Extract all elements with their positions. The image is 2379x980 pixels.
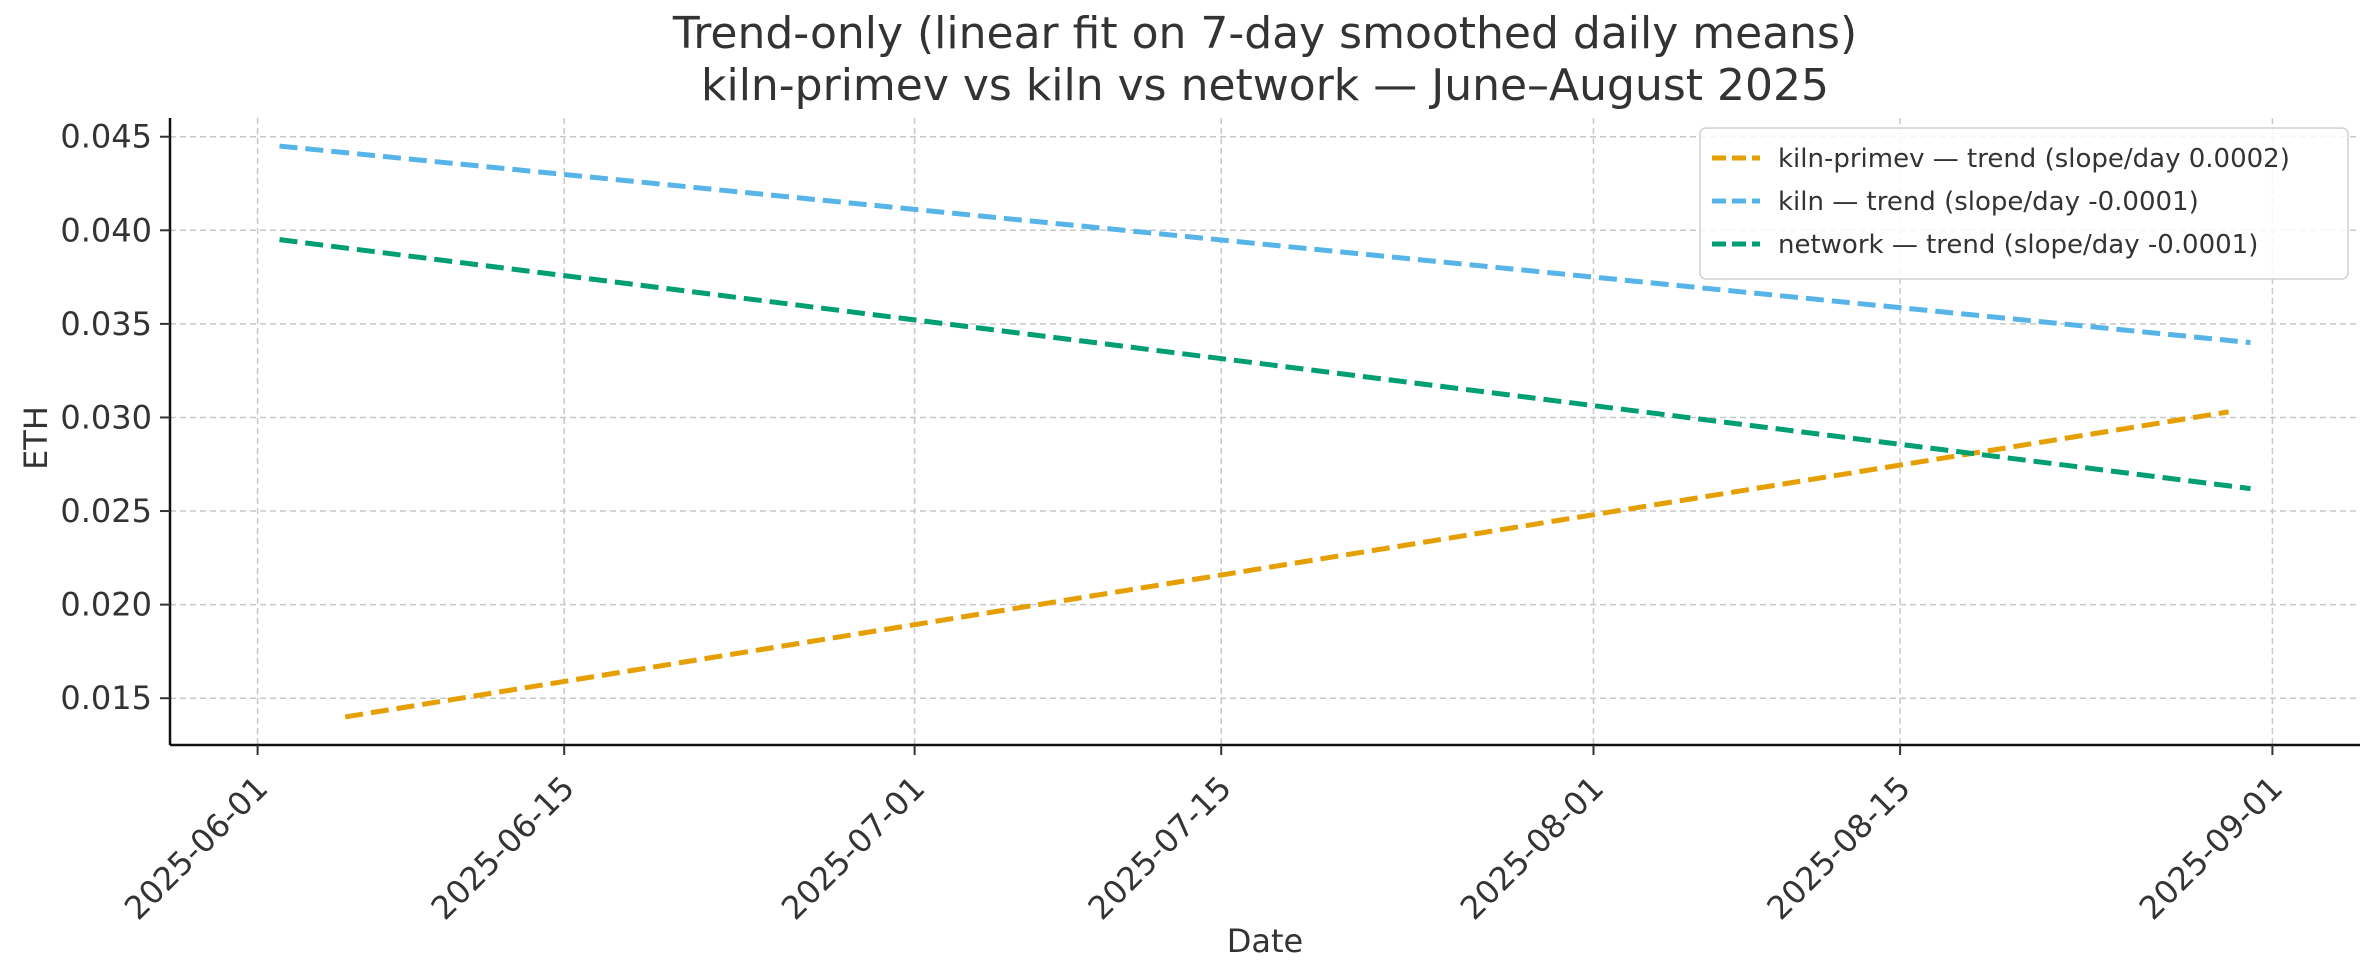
chart-subtitle: kiln-primev vs kiln vs network — June–Au… — [701, 60, 1829, 111]
x-tick-label: 2025-07-01 — [774, 769, 932, 927]
series-line-kiln — [279, 143, 2251, 346]
axes — [168, 118, 2360, 747]
y-tick-label: 0.020 — [60, 586, 152, 624]
legend-label: kiln-primev — trend (slope/day 0.0002) — [1778, 144, 2290, 174]
x-tick-label: 2025-08-15 — [1759, 769, 1917, 927]
y-tick-label: 0.035 — [60, 305, 152, 343]
legend: kiln-primev — trend (slope/day 0.0002) ki… — [1699, 127, 2349, 280]
x-tick-label: 2025-07-15 — [1080, 769, 1238, 927]
series-line-network — [279, 237, 2251, 492]
y-tick-label: 0.015 — [60, 679, 152, 717]
legend-label: kiln — trend (slope/day -0.0001) — [1778, 187, 2199, 217]
chart-title: Trend-only (linear fit on 7-day smoothed… — [672, 8, 1857, 59]
y-tick-label: 0.045 — [60, 118, 152, 156]
series-lines — [279, 143, 2251, 720]
x-axis-ticks: 2025-06-01 2025-06-15 2025-07-01 2025-07-15… — [117, 745, 2290, 927]
y-axis-label: ETH — [17, 406, 55, 470]
x-tick-label: 2025-09-01 — [2132, 769, 2290, 927]
y-tick-label: 0.030 — [60, 398, 152, 436]
series-line-kiln-primev — [344, 409, 2229, 720]
legend-label: network — trend (slope/day -0.0001) — [1778, 230, 2258, 260]
legend-box — [1699, 127, 2349, 280]
x-tick-label: 2025-06-15 — [423, 769, 581, 927]
x-tick-label: 2025-08-01 — [1453, 769, 1611, 927]
x-tick-label: 2025-06-01 — [117, 769, 275, 927]
grid-lines — [170, 118, 2360, 745]
y-tick-label: 0.040 — [60, 211, 152, 249]
y-axis-ticks: 0.015 0.020 0.025 0.030 0.035 0.040 0.045 — [60, 118, 170, 717]
x-axis-label: Date — [1227, 922, 1303, 960]
y-tick-label: 0.025 — [60, 492, 152, 530]
